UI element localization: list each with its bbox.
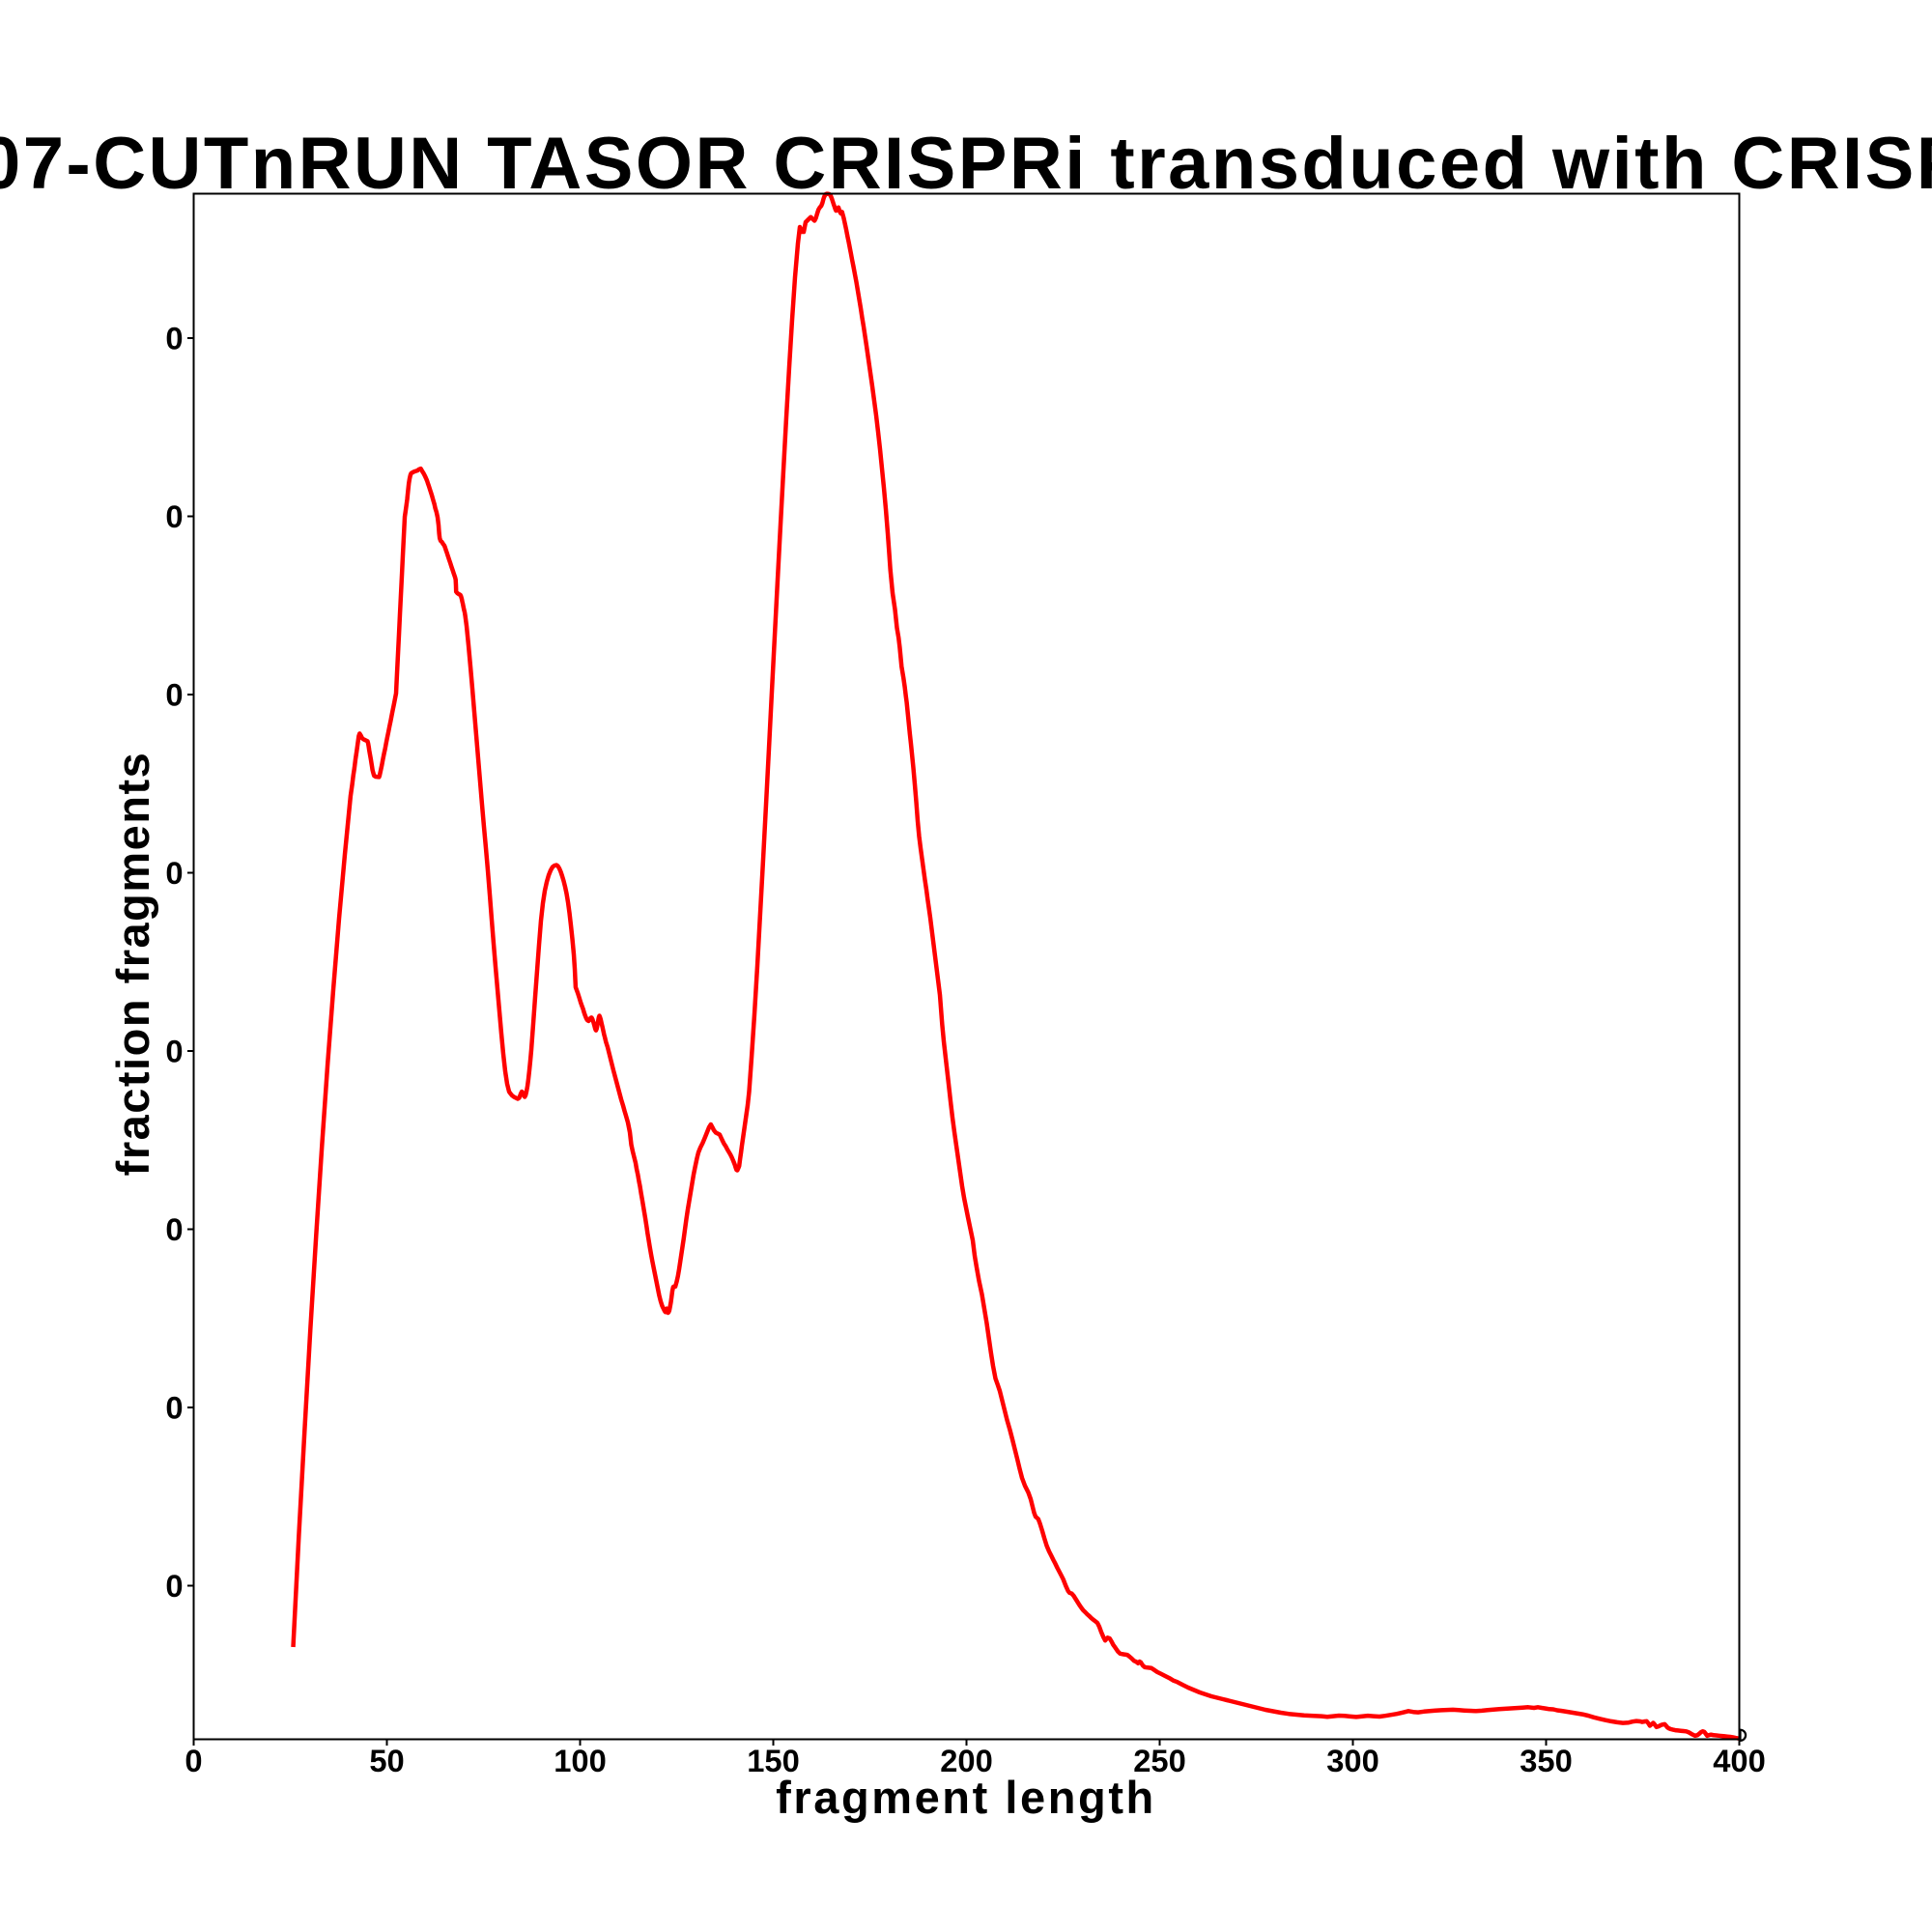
- svg-text:0: 0: [165, 676, 183, 712]
- svg-text:150: 150: [747, 1743, 800, 1778]
- svg-text:0: 0: [165, 498, 183, 534]
- svg-text:100: 100: [554, 1743, 607, 1778]
- svg-text:0: 0: [165, 1211, 183, 1247]
- svg-text:07-CUTnRUN TASOR CRISPRi trans: 07-CUTnRUN TASOR CRISPRi transduced with…: [0, 123, 1932, 205]
- svg-text:0: 0: [185, 1743, 202, 1778]
- svg-text:fraction fragments: fraction fragments: [107, 752, 158, 1177]
- svg-text:0: 0: [165, 320, 183, 355]
- svg-text:200: 200: [940, 1743, 993, 1778]
- svg-text:0: 0: [165, 1568, 183, 1604]
- svg-text:50: 50: [369, 1743, 404, 1778]
- svg-text:300: 300: [1326, 1743, 1379, 1778]
- svg-text:250: 250: [1133, 1743, 1186, 1778]
- svg-text:0: 0: [165, 1033, 183, 1068]
- svg-text:350: 350: [1520, 1743, 1573, 1778]
- svg-text:fragment length: fragment length: [776, 1772, 1156, 1823]
- svg-text:0: 0: [165, 1389, 183, 1425]
- svg-text:400: 400: [1713, 1743, 1766, 1778]
- svg-text:0: 0: [165, 855, 183, 891]
